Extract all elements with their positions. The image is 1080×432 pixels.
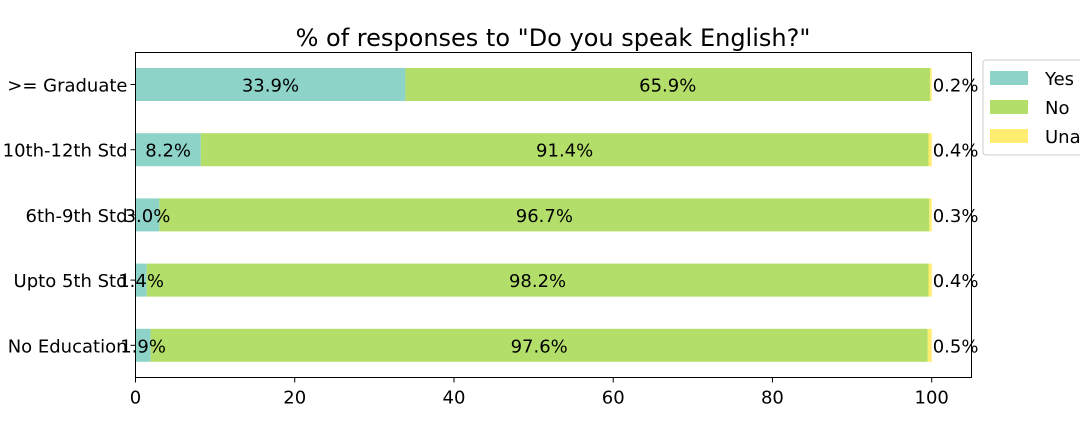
- value-labels-group: 33.9% 65.9% 0.2% 8.2% 91.4% 0.4% 3.0% 96.7% 0.3%…: [118, 76, 978, 358]
- bar-no-no-education: [150, 328, 928, 362]
- value-label-no-6th-9th-std: 96.7%: [516, 206, 573, 227]
- legend-label-unanswered: Una: [1045, 127, 1080, 148]
- bar-yes-upto-5th-std: [135, 263, 147, 297]
- value-label-unanswered-upto-5th-std: 0.4%: [933, 271, 979, 292]
- y-tick-label-10th-12th-std: 10th-12th Std: [3, 141, 128, 162]
- legend-swatch-no: [990, 100, 1028, 114]
- value-label-no-10th-12th-std: 91.4%: [536, 141, 593, 162]
- bar-unanswered-6th-9th-std: [929, 198, 932, 232]
- bar-unanswered-no-education: [927, 328, 932, 362]
- bar-unanswered-graduate: [930, 68, 932, 101]
- y-tick-label-graduate: >= Graduate: [7, 76, 127, 97]
- bar-yes-no-education: [135, 328, 151, 362]
- y-axis: >= Graduate 10th-12th Std 6th-9th Std Upto …: [3, 76, 136, 357]
- bar-no-10th-12th-std: [200, 133, 929, 167]
- value-label-yes-6th-9th-std: 3.0%: [125, 206, 171, 227]
- legend-swatch-yes: [990, 71, 1028, 85]
- bar-no-6th-9th-std: [159, 198, 930, 232]
- x-tick-label-80: 80: [761, 388, 784, 409]
- y-tick-label-upto-5th-std: Upto 5th Std: [14, 271, 128, 292]
- bar-unanswered-10th-12th-std: [928, 133, 932, 167]
- value-label-unanswered-graduate: 0.2%: [933, 76, 979, 97]
- value-label-no-graduate: 65.9%: [639, 76, 696, 97]
- bars-group: [135, 68, 932, 362]
- x-tick-label-100: 100: [915, 388, 949, 409]
- value-label-unanswered-no-education: 0.5%: [933, 336, 979, 357]
- bar-no-upto-5th-std: [146, 263, 929, 297]
- value-label-no-no-education: 97.6%: [511, 336, 568, 357]
- legend-swatch-unanswered: [990, 129, 1028, 143]
- bar-unanswered-upto-5th-std: [928, 263, 932, 297]
- bar-yes-10th-12th-std: [135, 133, 201, 167]
- chart-title: % of responses to "Do you speak English?…: [296, 24, 811, 52]
- bar-no-graduate: [405, 68, 931, 101]
- value-label-yes-upto-5th-std: 1.4%: [118, 271, 164, 292]
- x-tick-label-0: 0: [130, 388, 141, 409]
- value-label-yes-10th-12th-std: 8.2%: [145, 141, 191, 162]
- value-label-unanswered-10th-12th-std: 0.4%: [933, 141, 979, 162]
- x-tick-label-20: 20: [283, 388, 306, 409]
- bar-yes-graduate: [135, 68, 406, 101]
- value-label-no-upto-5th-std: 98.2%: [509, 271, 566, 292]
- bar-yes-6th-9th-std: [135, 198, 160, 232]
- legend-label-no: No: [1045, 98, 1069, 119]
- x-axis: 0 20 40 60 80 100: [130, 377, 949, 409]
- legend-label-yes: Yes: [1044, 69, 1074, 90]
- value-label-yes-no-education: 1.9%: [120, 336, 166, 357]
- x-tick-label-40: 40: [443, 388, 466, 409]
- value-label-yes-graduate: 33.9%: [242, 76, 299, 97]
- value-label-unanswered-6th-9th-std: 0.3%: [933, 206, 979, 227]
- x-tick-label-60: 60: [602, 388, 625, 409]
- y-tick-label-6th-9th-std: 6th-9th Std: [26, 206, 128, 227]
- legend: Yes No Una: [982, 59, 1080, 156]
- y-tick-label-no-education: No Education: [8, 336, 128, 357]
